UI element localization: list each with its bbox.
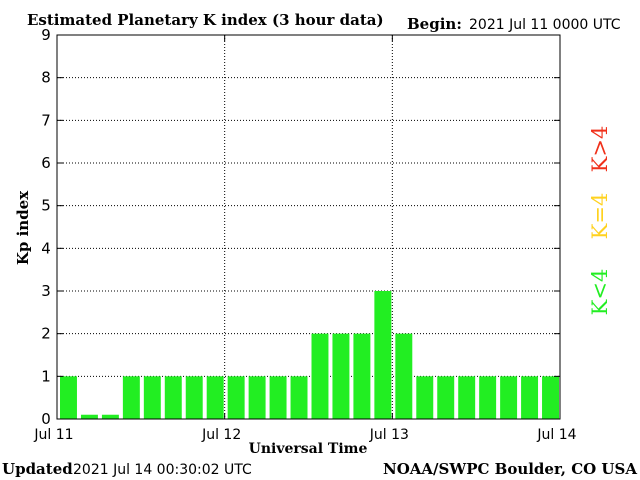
kp-bar (479, 376, 497, 419)
kp-bar (437, 376, 455, 419)
y-tick-labels: 0 1 2 3 4 5 6 7 8 9 (41, 26, 51, 428)
grid-lines (57, 35, 560, 419)
y-tick-label: 1 (41, 367, 51, 385)
kp-bar (248, 376, 266, 419)
y-tick-label: 9 (41, 26, 51, 44)
chart-title: Estimated Planetary K index (3 hour data… (27, 11, 384, 29)
axis-ticks (56, 34, 561, 420)
kp-bar (185, 376, 203, 419)
legend-item-k-equal-4: K=4 (588, 193, 612, 240)
kp-bar (500, 376, 518, 419)
updated-label: Updated (2, 460, 73, 478)
y-tick-label: 8 (41, 69, 51, 87)
kp-bar (332, 333, 350, 419)
credit-text: NOAA/SWPC Boulder, CO USA (383, 460, 637, 478)
legend-item-k-below-4: K<4 (588, 269, 612, 316)
kp-bar (374, 291, 392, 419)
bars (60, 291, 559, 419)
begin-label: Begin: (407, 15, 462, 33)
kp-legend: K<4 K=4 K>4 (588, 126, 612, 316)
x-tick-label: Jul 13 (369, 427, 409, 443)
y-tick-label: 4 (41, 239, 51, 257)
kp-bar (458, 376, 476, 419)
plot-frame (56, 34, 561, 420)
y-tick-label: 0 (41, 410, 51, 428)
kp-bar (416, 376, 434, 419)
begin-value: 2021 Jul 11 0000 UTC (469, 17, 621, 33)
y-tick-label: 2 (41, 325, 51, 343)
kp-bar (521, 376, 539, 419)
kp-bar (122, 376, 140, 419)
kp-bar (143, 376, 161, 419)
y-tick-label: 7 (41, 111, 51, 129)
x-axis-label: Universal Time (249, 441, 368, 457)
kp-bar (542, 376, 559, 419)
y-tick-label: 5 (41, 197, 51, 215)
kp-bar (353, 333, 371, 419)
x-tick-labels: Jul 11 Jul 12 Jul 13 Jul 14 (33, 427, 576, 443)
kp-bar (269, 376, 287, 419)
y-tick-label: 3 (41, 282, 51, 300)
kp-bar (206, 376, 224, 419)
kp-bar (227, 376, 245, 419)
legend-item-k-above-4: K>4 (588, 126, 612, 173)
kp-bar (101, 414, 119, 419)
updated-value: 2021 Jul 14 00:30:02 UTC (73, 462, 252, 478)
kp-bar (164, 376, 182, 419)
y-axis-label: Kp index (14, 190, 32, 265)
x-tick-label: Jul 11 (33, 427, 73, 443)
x-tick-label: Jul 14 (536, 427, 576, 443)
x-tick-label: Jul 12 (201, 427, 241, 443)
kp-bar (311, 333, 329, 419)
kp-bar (60, 376, 77, 419)
kp-bar (80, 414, 98, 419)
kp-bar (290, 376, 308, 419)
y-tick-label: 6 (41, 154, 51, 172)
kp-bar (395, 333, 413, 419)
